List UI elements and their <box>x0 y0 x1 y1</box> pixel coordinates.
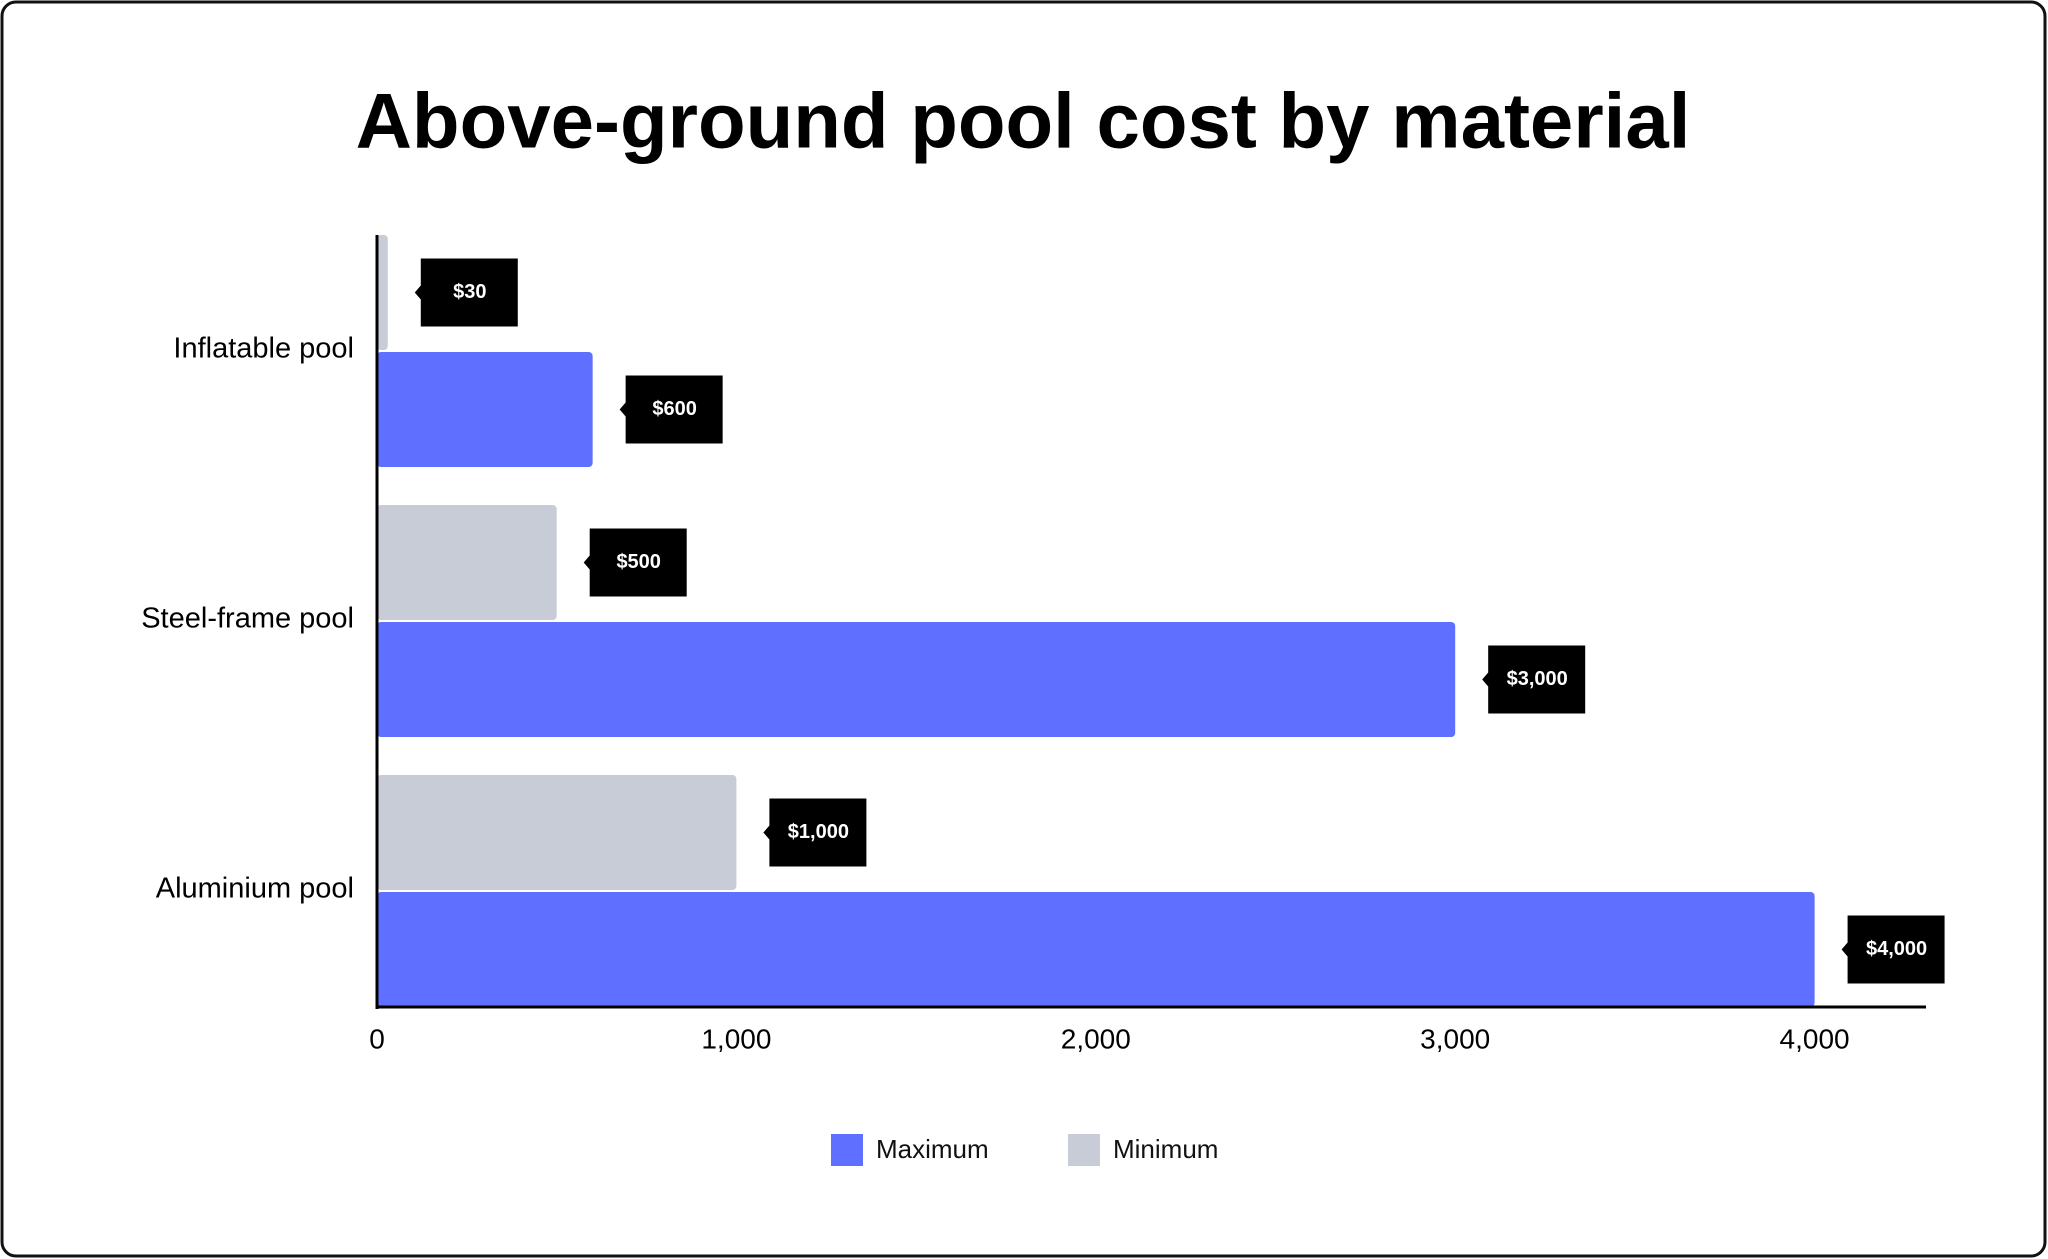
chart-title: Above-ground pool cost by material <box>356 77 1691 165</box>
legend-swatch <box>831 1134 863 1166</box>
x-tick-label: 4,000 <box>1780 1023 1850 1054</box>
bar <box>377 505 557 620</box>
x-tick-label: 3,000 <box>1420 1023 1490 1054</box>
bar <box>377 622 1456 737</box>
data-label: $4,000 <box>1866 938 1927 960</box>
bar <box>377 775 737 890</box>
label-box <box>583 528 687 597</box>
x-tick-label: 1,000 <box>701 1023 771 1054</box>
data-label: $500 <box>616 551 661 573</box>
data-label: $3,000 <box>1507 668 1568 690</box>
legend-label: Minimum <box>1113 1134 1218 1164</box>
y-tick-label: Aluminium pool <box>156 873 354 905</box>
data-label: $30 <box>453 281 486 303</box>
label-box <box>1482 645 1586 714</box>
label-box <box>414 258 518 327</box>
legend-swatch <box>1068 1134 1100 1166</box>
x-tick-label: 0 <box>369 1023 385 1054</box>
y-tick-label: Steel-frame pool <box>141 603 354 635</box>
bar <box>377 892 1815 1007</box>
bar <box>377 352 593 467</box>
label-box <box>619 375 723 444</box>
label-box <box>763 798 867 867</box>
data-label: $1,000 <box>788 821 849 843</box>
legend-label: Maximum <box>876 1134 989 1164</box>
y-tick-label: Inflatable pool <box>173 333 354 365</box>
x-tick-label: 2,000 <box>1061 1023 1131 1054</box>
label-box <box>1841 915 1945 984</box>
bar <box>377 235 388 350</box>
data-label: $600 <box>652 398 697 420</box>
